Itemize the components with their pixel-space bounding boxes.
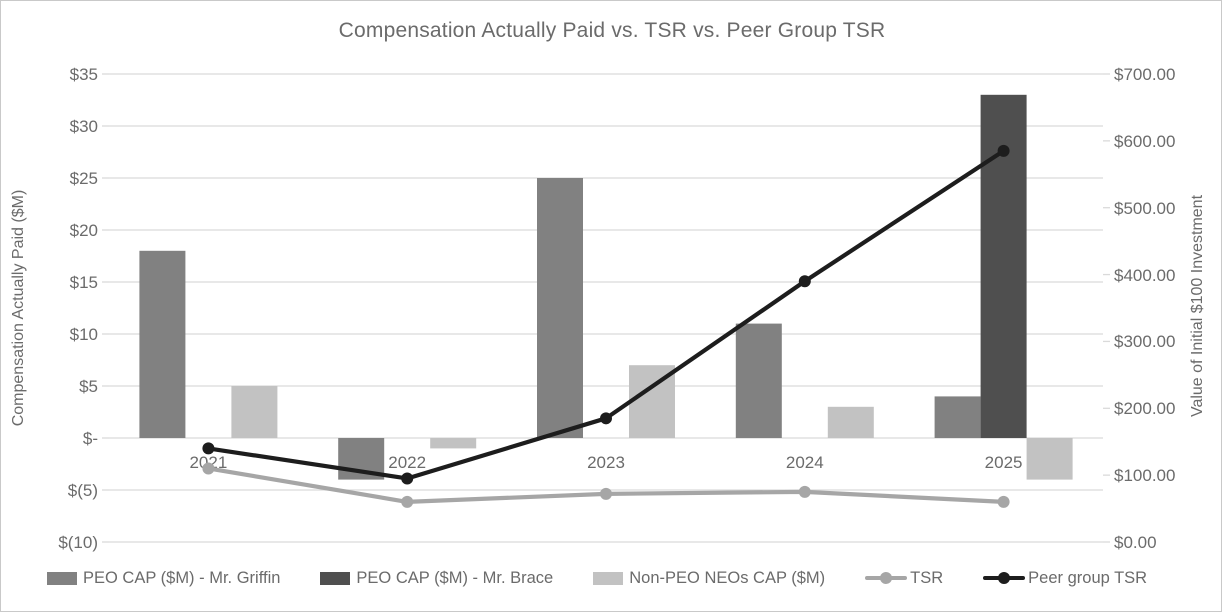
marker-peer-group-tsr: [401, 472, 414, 485]
legend-label: PEO CAP ($M) - Mr. Brace: [356, 568, 554, 587]
right-axis-tick: $600.00: [1114, 131, 1176, 151]
legend-line-marker-icon: [983, 571, 1026, 585]
chart-title: Compensation Actually Paid vs. TSR vs. P…: [338, 19, 886, 42]
bar-peo-cap-m-mr-griffin: [934, 396, 981, 438]
x-axis-label-2024: 2024: [785, 453, 824, 472]
left-axis-tick: $(10): [58, 533, 98, 552]
marker-peer-group-tsr: [202, 442, 215, 455]
marker-peer-group-tsr: [997, 144, 1010, 157]
right-axis-tick: $700.00: [1114, 65, 1176, 84]
legend-label: Peer group TSR: [1028, 568, 1148, 587]
right-axis-tick: $300.00: [1114, 332, 1176, 352]
left-axis-tick: $30: [69, 117, 98, 136]
legend-swatch-icon: [320, 571, 351, 585]
left-axis-tick: $20: [69, 221, 98, 240]
right-axis-tick: $100.00: [1114, 466, 1176, 486]
legend-line-marker-icon: [865, 571, 908, 585]
marker-peer-group-tsr: [600, 412, 612, 425]
right-axis-tick: $500.00: [1114, 198, 1176, 218]
x-axis-label-2023: 2023: [587, 453, 625, 472]
left-axis-tick: $5: [79, 377, 98, 396]
bar-non-peo-neos-cap-m: [430, 438, 477, 449]
legend-label: PEO CAP ($M) - Mr. Griffin: [83, 568, 281, 587]
bar-non-peo-neos-cap-m: [1026, 438, 1073, 480]
legend-label: TSR: [910, 568, 944, 587]
legend-swatch-icon: [47, 571, 77, 585]
x-axis-label-2022: 2022: [388, 453, 427, 472]
left-axis-tick: $25: [69, 169, 98, 188]
bar-non-peo-neos-cap-m: [827, 406, 874, 438]
marker-tsr: [997, 495, 1010, 508]
legend-item-peer-group-tsr: Peer group TSR: [983, 569, 1147, 588]
bar-peo-cap-m-mr-griffin: [537, 178, 583, 438]
legend-item-non-peo-neos-cap-m: Non-PEO NEOs CAP ($M): [593, 569, 825, 588]
right-axis-tick: $0.00: [1114, 533, 1157, 552]
bar-peo-cap-m-mr-griffin: [139, 250, 186, 438]
legend-item-tsr: TSR: [865, 569, 943, 588]
marker-tsr: [600, 487, 612, 500]
left-axis-tick: $15: [69, 273, 98, 292]
right-axis-tick: $400.00: [1114, 265, 1176, 285]
marker-peer-group-tsr: [798, 275, 811, 288]
legend-item-peo-cap-m-mr-brace: PEO CAP ($M) - Mr. Brace: [320, 569, 553, 588]
legend-item-peo-cap-m-mr-griffin: PEO CAP ($M) - Mr. Griffin: [47, 569, 280, 588]
left-axis-tick: $10: [69, 325, 98, 344]
right-axis-tick: $200.00: [1114, 399, 1176, 419]
left-axis-tick: $35: [69, 65, 98, 84]
left-axis-tick: $-: [82, 429, 98, 448]
marker-tsr: [202, 462, 215, 475]
bar-peo-cap-m-mr-griffin: [735, 323, 782, 438]
bar-non-peo-neos-cap-m: [231, 386, 278, 438]
legend-swatch-icon: [593, 571, 624, 585]
line-peer-group-tsr: [206, 148, 1006, 481]
marker-tsr: [401, 495, 414, 508]
marker-tsr: [798, 485, 811, 498]
x-axis-label-2025: 2025: [984, 453, 1023, 472]
legend-label: Non-PEO NEOs CAP ($M): [629, 568, 826, 587]
legend: PEO CAP ($M) - Mr. Griffin PEO CAP ($M) -…: [47, 566, 1147, 590]
left-axis-tick: $(5): [67, 481, 98, 500]
